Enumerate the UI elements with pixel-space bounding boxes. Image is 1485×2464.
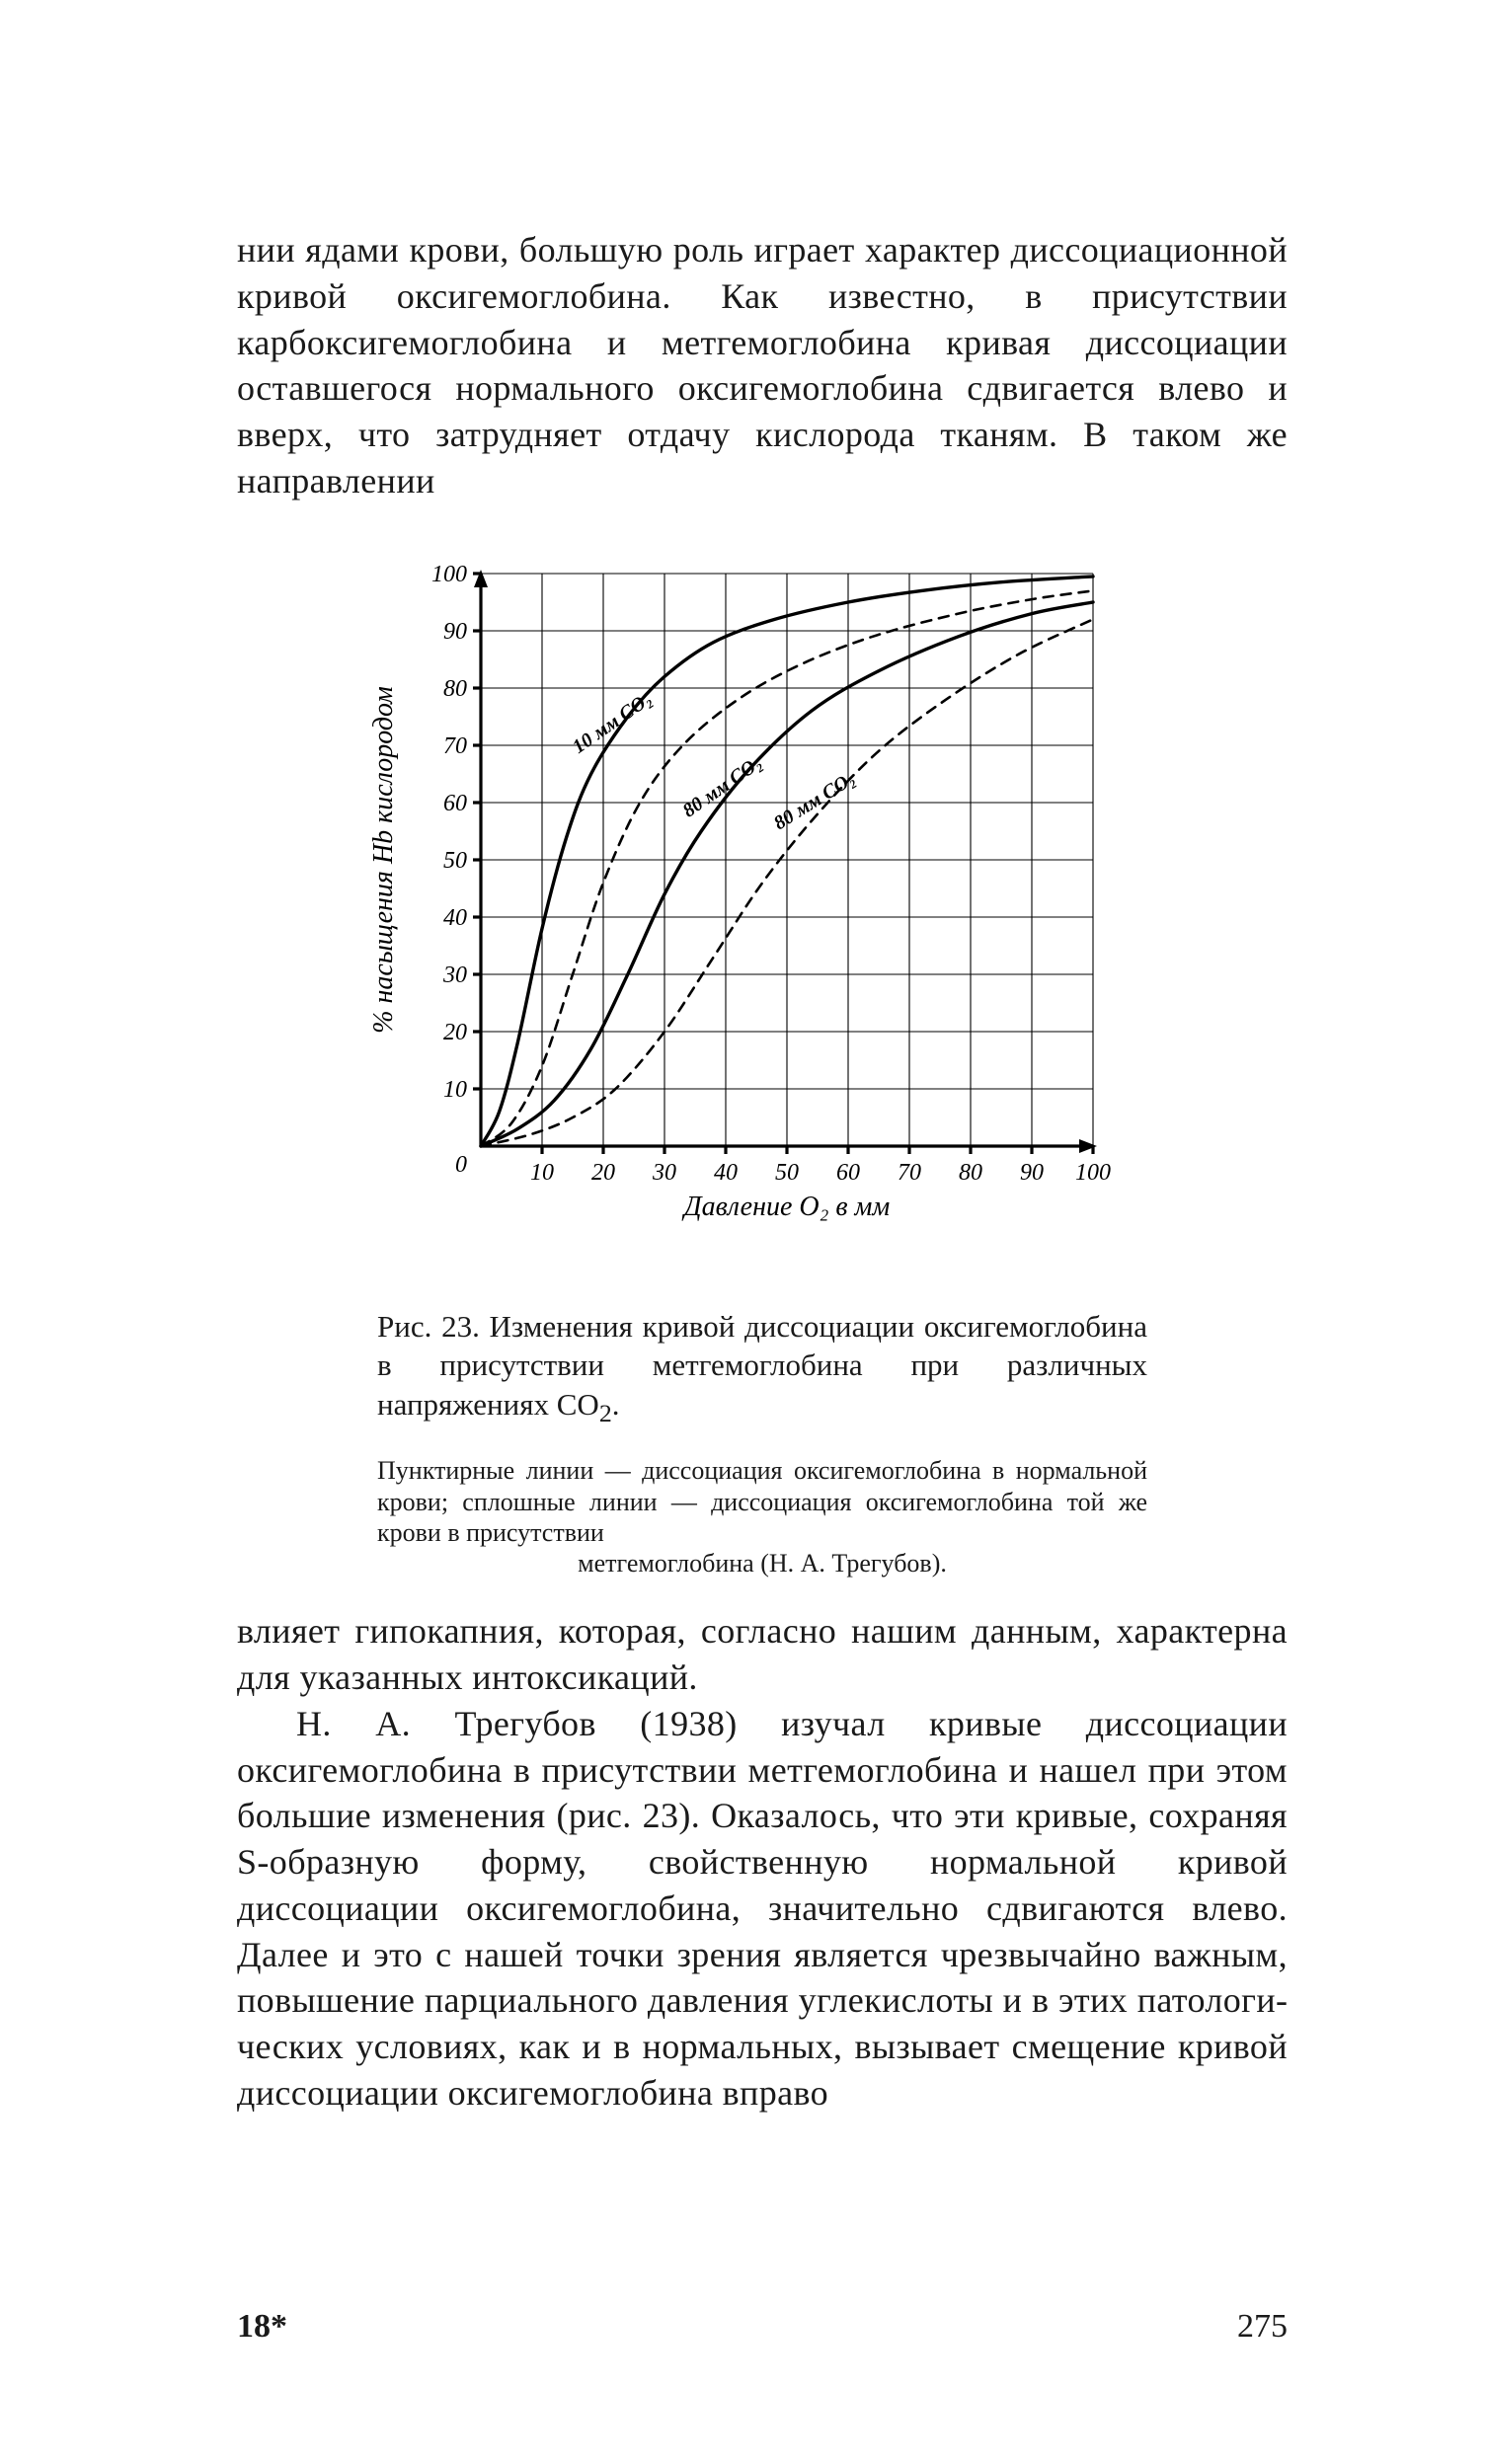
svg-text:90: 90 [1020, 1160, 1044, 1186]
svg-text:70: 70 [898, 1160, 921, 1186]
figure-caption: Рис. 23. Изменения кривой диссоциации ок… [377, 1307, 1147, 1430]
svg-text:80: 80 [443, 676, 467, 702]
figure-23: 10 20 30 40 50 60 70 80 90 100 10 20 30 40 50 60 70 80 90 1… [237, 534, 1288, 1289]
svg-text:20: 20 [591, 1160, 615, 1186]
svg-text:Давление O₂ в мм: Давление O₂ в мм [681, 1192, 891, 1222]
svg-text:100: 100 [1075, 1160, 1111, 1186]
svg-text:50: 50 [775, 1160, 799, 1186]
paragraph-top: нии ядами крови, большую роль играет хар… [237, 227, 1288, 504]
svg-text:20: 20 [443, 1020, 467, 1045]
svg-text:% насыщения Hb кислородом: % насыщения Hb кислородом [368, 686, 399, 1034]
paragraph-mid-text: влияет гипокапния, которая, согласно наш… [237, 1608, 1288, 1701]
svg-text:60: 60 [443, 791, 467, 816]
paragraph-bottom: Н. А. Трегубов (1938) изучал кривые дисс… [237, 1701, 1288, 2117]
svg-text:10: 10 [443, 1077, 467, 1103]
dissociation-chart: 10 20 30 40 50 60 70 80 90 100 10 20 30 40 50 60 70 80 90 1… [352, 534, 1172, 1284]
signature-mark: 18* [237, 2308, 287, 2346]
page: нии ядами крови, большую роль играет хар… [0, 0, 1485, 2464]
paragraph-mid: влияет гипокапния, которая, согласно наш… [237, 1608, 1288, 1701]
co2-subscript: 2 [599, 1399, 612, 1427]
figure-caption-main: Рис. 23. Изменения кривой диссоциации ок… [377, 1309, 1147, 1422]
svg-text:60: 60 [836, 1160, 860, 1186]
svg-text:100: 100 [431, 562, 467, 587]
svg-text:0: 0 [455, 1152, 467, 1178]
figure-caption-detail-body: Пунктирные линии — диссоциация оксигемог… [377, 1456, 1147, 1546]
svg-text:80: 80 [959, 1160, 982, 1186]
paragraph-bottom-text: Н. А. Трегубов (1938) изучал кривые дисс… [237, 1701, 1288, 2117]
svg-text:40: 40 [714, 1160, 738, 1186]
figure-caption-detail: Пунктирные линии — диссоциация оксигемог… [377, 1455, 1147, 1578]
page-number: 275 [1237, 2308, 1288, 2346]
svg-text:30: 30 [442, 962, 467, 988]
paragraph-top-text: нии ядами крови, большую роль играет хар… [237, 227, 1288, 504]
svg-text:50: 50 [443, 848, 467, 874]
svg-text:30: 30 [652, 1160, 676, 1186]
figure-caption-detail-author: метгемоглобина (Н. А. Трегубов). [377, 1548, 1147, 1578]
svg-text:10: 10 [530, 1160, 554, 1186]
svg-text:90: 90 [443, 619, 467, 645]
figure-caption-main-tail: . [612, 1387, 620, 1422]
svg-text:70: 70 [443, 733, 467, 759]
svg-text:40: 40 [443, 905, 467, 931]
